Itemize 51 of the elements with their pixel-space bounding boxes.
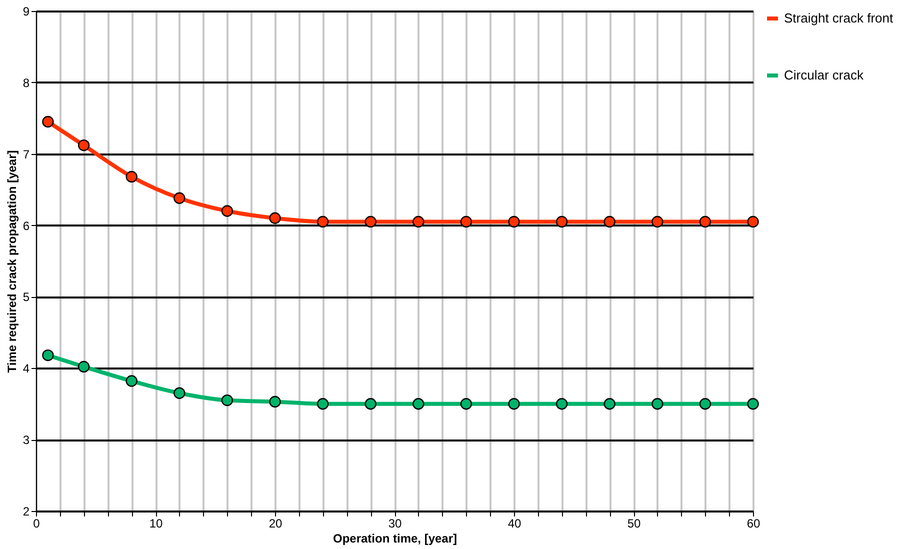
point bbox=[652, 398, 664, 410]
point bbox=[126, 170, 138, 183]
point bbox=[221, 394, 234, 406]
point bbox=[460, 398, 472, 410]
point bbox=[460, 216, 472, 228]
point bbox=[42, 116, 54, 128]
y-tick-label: 5 bbox=[22, 290, 30, 304]
y-tick-label: 7 bbox=[22, 147, 30, 162]
y-tick-label: 3 bbox=[22, 433, 30, 448]
legend-label: Circular crack bbox=[784, 68, 864, 82]
x-tick-label: 0 bbox=[33, 516, 40, 530]
point bbox=[604, 398, 616, 410]
point bbox=[364, 398, 376, 410]
point bbox=[316, 216, 329, 228]
x-tick-label: 60 bbox=[746, 516, 760, 530]
point bbox=[316, 398, 329, 410]
y-tick-label: 8 bbox=[22, 76, 30, 90]
point bbox=[508, 216, 520, 228]
point bbox=[556, 216, 568, 228]
point bbox=[269, 212, 281, 224]
point bbox=[221, 205, 234, 217]
point bbox=[412, 398, 424, 410]
point bbox=[508, 398, 520, 410]
point bbox=[699, 216, 712, 228]
point bbox=[652, 216, 664, 228]
x-tick-label: 20 bbox=[268, 516, 282, 530]
x-tick-label: 50 bbox=[627, 516, 641, 530]
legend-label: Straight crack front bbox=[784, 10, 894, 26]
point bbox=[412, 216, 424, 228]
y-tick-label: 9 bbox=[22, 4, 30, 18]
point bbox=[42, 349, 54, 362]
x-tick-label: 10 bbox=[149, 516, 163, 530]
y-tick-label: 6 bbox=[22, 218, 30, 233]
point bbox=[747, 216, 759, 228]
x-tick-label: 30 bbox=[388, 516, 402, 530]
y-tick-label: 4 bbox=[22, 362, 30, 376]
point bbox=[269, 396, 281, 408]
point bbox=[747, 398, 759, 410]
point bbox=[174, 192, 186, 204]
y-axis-title: Time required crack propagation [year] bbox=[4, 150, 19, 373]
x-axis-title: Operation time, [year] bbox=[332, 532, 458, 546]
point bbox=[174, 387, 186, 399]
point bbox=[78, 139, 90, 152]
point bbox=[126, 375, 138, 387]
point bbox=[556, 398, 568, 410]
y-tick-label: 2 bbox=[22, 504, 30, 518]
point bbox=[78, 360, 90, 373]
x-tick-label: 40 bbox=[508, 516, 522, 530]
point bbox=[364, 216, 376, 228]
point bbox=[604, 216, 616, 228]
point bbox=[699, 398, 712, 410]
